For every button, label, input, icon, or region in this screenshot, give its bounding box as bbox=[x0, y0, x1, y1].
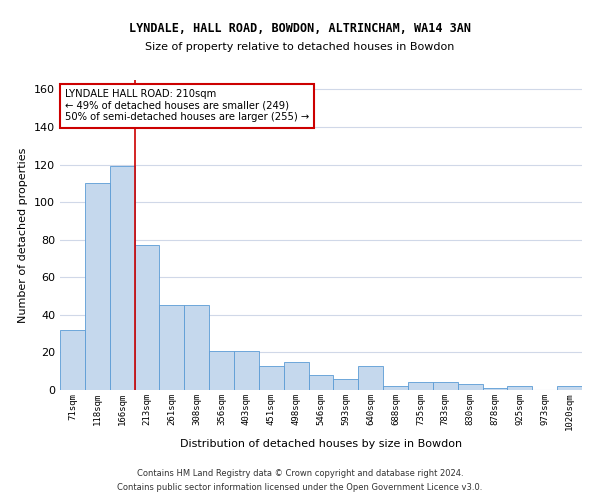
Bar bbox=[209, 350, 234, 390]
X-axis label: Distribution of detached houses by size in Bowdon: Distribution of detached houses by size … bbox=[180, 438, 462, 448]
Bar bbox=[308, 375, 334, 390]
Bar bbox=[458, 384, 482, 390]
Text: Contains HM Land Registry data © Crown copyright and database right 2024.: Contains HM Land Registry data © Crown c… bbox=[137, 468, 463, 477]
Bar bbox=[284, 362, 308, 390]
Text: LYNDALE HALL ROAD: 210sqm
← 49% of detached houses are smaller (249)
50% of semi: LYNDALE HALL ROAD: 210sqm ← 49% of detac… bbox=[65, 90, 310, 122]
Bar bbox=[110, 166, 134, 390]
Bar bbox=[160, 306, 184, 390]
Bar bbox=[134, 246, 160, 390]
Bar bbox=[433, 382, 458, 390]
Bar bbox=[358, 366, 383, 390]
Bar bbox=[408, 382, 433, 390]
Bar bbox=[60, 330, 85, 390]
Bar bbox=[184, 306, 209, 390]
Bar bbox=[234, 350, 259, 390]
Bar bbox=[259, 366, 284, 390]
Text: LYNDALE, HALL ROAD, BOWDON, ALTRINCHAM, WA14 3AN: LYNDALE, HALL ROAD, BOWDON, ALTRINCHAM, … bbox=[129, 22, 471, 36]
Text: Size of property relative to detached houses in Bowdon: Size of property relative to detached ho… bbox=[145, 42, 455, 52]
Y-axis label: Number of detached properties: Number of detached properties bbox=[19, 148, 28, 322]
Bar bbox=[334, 378, 358, 390]
Text: Contains public sector information licensed under the Open Government Licence v3: Contains public sector information licen… bbox=[118, 484, 482, 492]
Bar bbox=[383, 386, 408, 390]
Bar bbox=[482, 388, 508, 390]
Bar bbox=[508, 386, 532, 390]
Bar bbox=[85, 184, 110, 390]
Bar bbox=[557, 386, 582, 390]
